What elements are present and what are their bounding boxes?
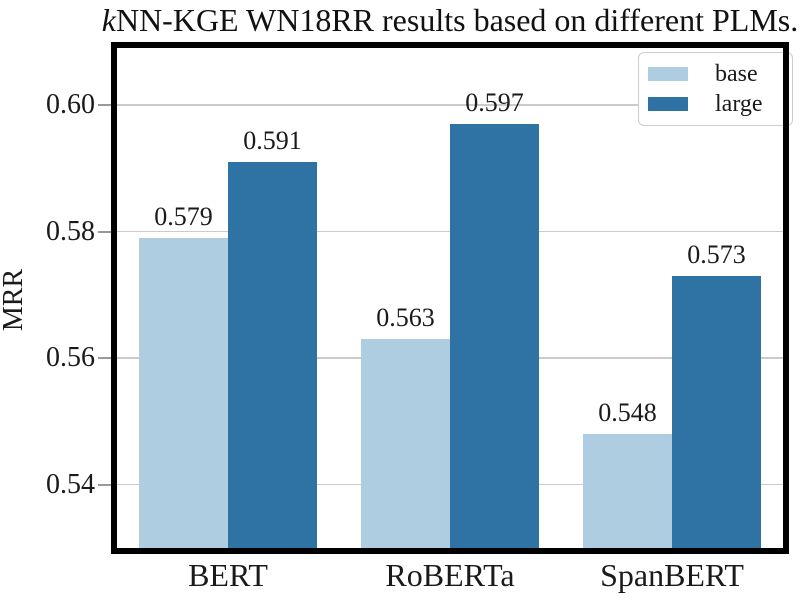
y-tick-label: 0.60 — [46, 88, 95, 120]
plot-area: 0.579 0.591 0.563 0.597 0.548 0.573 base large — [117, 48, 793, 548]
y-tick-label: 0.56 — [46, 342, 95, 374]
bar-base-RoBERTa — [361, 339, 450, 548]
y-tick-0.56 — [98, 357, 111, 360]
bar-value-label: 0.579 — [154, 201, 213, 231]
bar-large-RoBERTa — [450, 123, 539, 548]
bar-base-SpanBERT — [583, 434, 672, 548]
bar-large-BERT — [228, 161, 317, 548]
y-tick-0.58 — [98, 230, 111, 233]
gridline-0.60 — [117, 104, 783, 106]
legend-label-base: base — [715, 60, 758, 87]
bar-value-label: 0.548 — [598, 398, 657, 428]
bar-value-label: 0.563 — [376, 303, 435, 333]
y-tick-label: 0.54 — [46, 468, 95, 500]
x-axis-label-RoBERTa: RoBERTa — [385, 557, 515, 593]
y-tick-0.54 — [98, 483, 111, 486]
x-axis-label-BERT: BERT — [188, 557, 268, 593]
chart-title-italic-k: k — [101, 2, 116, 38]
bar-value-label: 0.591 — [243, 125, 302, 155]
bar-value-label: 0.573 — [687, 239, 746, 269]
legend: base large — [638, 52, 793, 126]
legend-swatch-base-icon — [648, 66, 688, 81]
legend-swatch-large-icon — [648, 97, 688, 112]
bar-large-SpanBERT — [672, 275, 761, 548]
legend-label-large: large — [715, 91, 763, 118]
chart-title: kNN-KGE WN18RR results based on differen… — [88, 1, 812, 39]
legend-item-base: base — [648, 62, 792, 86]
y-tick-0.60 — [98, 103, 111, 106]
legend-item-large: large — [648, 92, 792, 116]
bar-base-BERT — [139, 237, 228, 548]
x-axis-label-SpanBERT: SpanBERT — [600, 557, 744, 593]
y-tick-label: 0.58 — [46, 215, 95, 247]
chart-title-text: NN-KGE WN18RR results based on different… — [115, 2, 799, 38]
y-axis-label: MRR — [0, 268, 29, 332]
bar-value-label: 0.597 — [465, 87, 524, 117]
